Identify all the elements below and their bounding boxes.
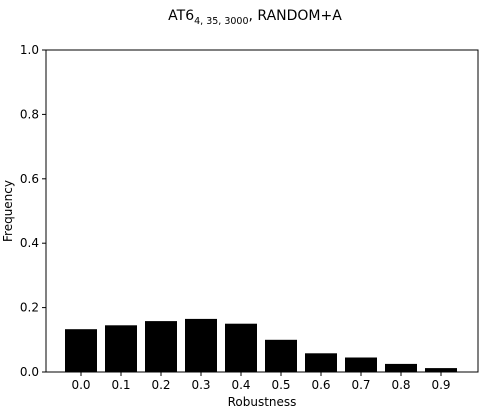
bar-0.2 <box>145 321 177 372</box>
x-tick-label: 0.0 <box>71 378 90 392</box>
bar-0.1 <box>105 325 137 372</box>
bar-0.5 <box>265 339 297 372</box>
chart-title: AT64, 35, 3000, RANDOM+A <box>168 8 342 27</box>
bar-0.7 <box>345 357 377 372</box>
y-tick-label: 0.2 <box>20 301 39 315</box>
y-tick-label: 0.4 <box>20 236 39 250</box>
x-tick-label: 0.3 <box>191 378 210 392</box>
x-tick-label: 0.7 <box>351 378 370 392</box>
y-tick-label: 0.8 <box>20 107 39 121</box>
x-tick-label: 0.4 <box>231 378 250 392</box>
bar-0.9 <box>425 368 457 372</box>
x-tick-label: 0.5 <box>271 378 290 392</box>
bar-0.3 <box>185 318 217 372</box>
y-axis-ticks: 0.0 0.2 0.4 0.6 0.8 1.0 <box>20 43 46 379</box>
bar-0.8 <box>385 363 417 372</box>
bar-0.0 <box>65 329 97 372</box>
y-axis-label: Frequency <box>1 180 15 242</box>
bar-0.6 <box>305 353 337 372</box>
x-tick-label: 0.1 <box>111 378 130 392</box>
chart-title-main: AT6 <box>168 8 194 24</box>
y-tick-label: 0.6 <box>20 172 39 186</box>
x-tick-label: 0.2 <box>151 378 170 392</box>
chart-title-subscript: 4, 35, 3000 <box>194 16 248 27</box>
bar-0.4 <box>225 323 257 372</box>
y-tick-label: 0.0 <box>20 365 39 379</box>
x-tick-label: 0.9 <box>431 378 450 392</box>
chart-title-suffix: , RANDOM+A <box>249 8 343 24</box>
x-tick-label: 0.8 <box>391 378 410 392</box>
x-axis-label: Robustness <box>228 395 297 409</box>
x-axis-ticks: 0.0 0.1 0.2 0.3 0.4 0.5 0.6 0.7 0.8 0.9 <box>71 372 451 392</box>
x-tick-label: 0.6 <box>311 378 330 392</box>
y-tick-label: 1.0 <box>20 43 39 57</box>
bar-series <box>65 318 457 372</box>
plot-frame <box>45 49 479 373</box>
